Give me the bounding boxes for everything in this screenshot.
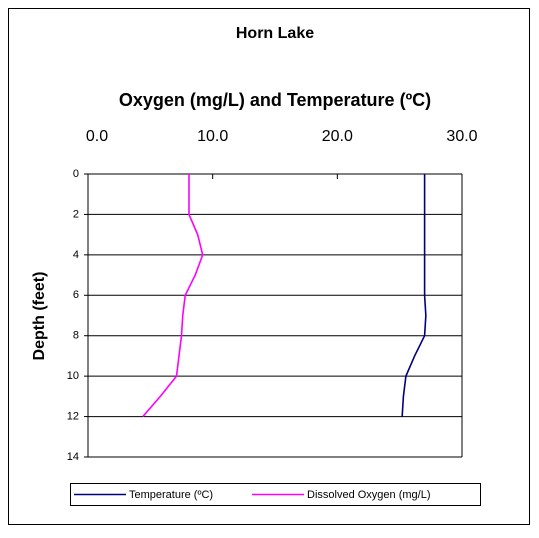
series-line: [401, 174, 427, 417]
y-tick-label: 6: [73, 289, 79, 301]
chart-border: [8, 8, 530, 525]
x-tick-label: 30.0: [446, 128, 477, 145]
y-tick-label: 2: [73, 208, 79, 220]
x-axis-title: Oxygen (mg/L) and Temperature (ºC): [119, 90, 431, 110]
y-tick-label: 12: [67, 410, 79, 422]
y-tick-label: 10: [67, 370, 79, 382]
chart-title: Horn Lake: [236, 25, 314, 42]
x-tick-label: 10.0: [197, 128, 228, 145]
y-tick-label: 14: [67, 451, 79, 463]
y-tick-label: 0: [73, 168, 79, 180]
y-tick-label: 8: [73, 330, 79, 342]
y-axis-title: Depth (feet): [31, 272, 48, 361]
y-tick-label: 4: [73, 249, 79, 261]
x-tick-label: 20.0: [322, 128, 353, 145]
x-tick-label: 0.0: [86, 128, 108, 145]
legend-label: Dissolved Oxygen (mg/L): [307, 489, 431, 501]
legend-label: Temperature (ºC): [129, 489, 213, 501]
series-line: [142, 174, 204, 418]
